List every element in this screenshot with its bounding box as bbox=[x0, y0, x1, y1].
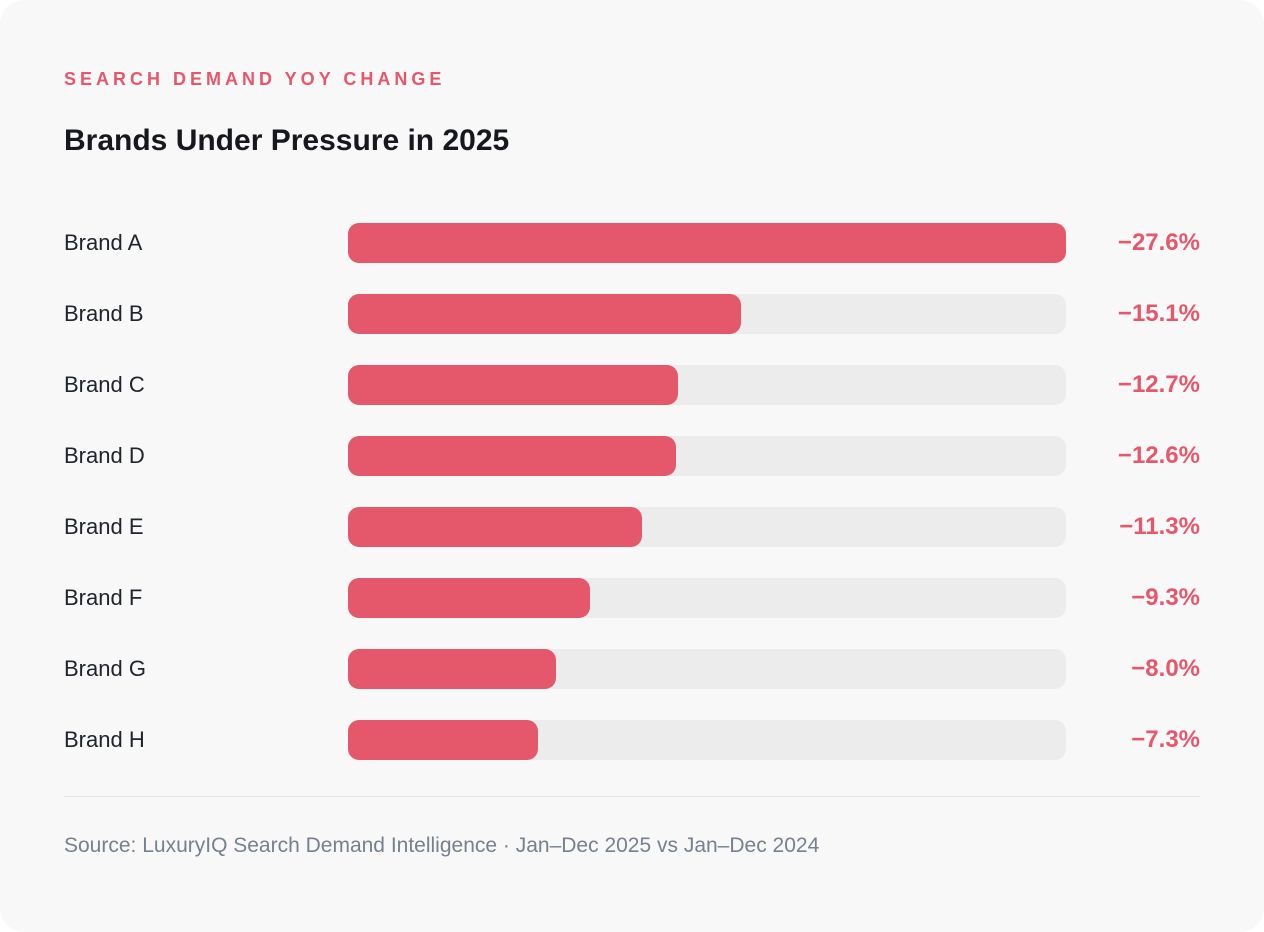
bar-category-label: Brand H bbox=[64, 726, 145, 752]
bar-value-label: −12.6% bbox=[1117, 441, 1200, 469]
bar-row: Brand E −11.3% bbox=[64, 506, 1200, 547]
bar-fill bbox=[348, 222, 1066, 263]
bar-track bbox=[348, 293, 1066, 334]
bar-row: Brand B −15.1% bbox=[64, 293, 1200, 334]
chart-title: Brands Under Pressure in 2025 bbox=[64, 123, 510, 157]
bar-track bbox=[348, 719, 1066, 760]
bar-category-label: Brand A bbox=[64, 229, 143, 255]
bar-value-label: −8.0% bbox=[1131, 654, 1200, 682]
bar-category-label: Brand G bbox=[64, 655, 146, 681]
bar-row: Brand F −9.3% bbox=[64, 577, 1200, 618]
bar-value-label: −7.3% bbox=[1131, 725, 1200, 753]
bar-category-label: Brand E bbox=[64, 513, 144, 539]
bar-fill bbox=[348, 435, 676, 476]
bar-category-label: Brand C bbox=[64, 371, 145, 397]
bar-fill bbox=[348, 719, 538, 760]
bar-row: Brand C −12.7% bbox=[64, 364, 1200, 405]
bar-track bbox=[348, 222, 1066, 263]
bar-row: Brand D −12.6% bbox=[64, 435, 1200, 476]
bar-category-label: Brand B bbox=[64, 300, 144, 326]
bar-fill bbox=[348, 577, 590, 618]
bar-row: Brand H −7.3% bbox=[64, 719, 1200, 760]
bar-track bbox=[348, 577, 1066, 618]
source-note: Source: LuxuryIQ Search Demand Intellige… bbox=[64, 833, 820, 857]
chart-kicker: SEARCH DEMAND YOY CHANGE bbox=[64, 69, 446, 89]
bar-value-label: −15.1% bbox=[1117, 299, 1200, 327]
bar-value-label: −9.3% bbox=[1131, 583, 1200, 611]
bar-fill bbox=[348, 364, 679, 405]
bar-row: Brand A −27.6% bbox=[64, 222, 1200, 263]
bar-track bbox=[348, 648, 1066, 689]
bar-category-label: Brand F bbox=[64, 584, 143, 610]
bar-value-label: −11.3% bbox=[1119, 512, 1200, 540]
bar-row: Brand G −8.0% bbox=[64, 648, 1200, 689]
bar-fill bbox=[348, 506, 642, 547]
bar-track bbox=[348, 506, 1066, 547]
divider bbox=[64, 795, 1200, 797]
bar-category-label: Brand D bbox=[64, 442, 145, 468]
bar-track bbox=[348, 364, 1066, 405]
bar-value-label: −12.7% bbox=[1117, 370, 1200, 398]
bar-track bbox=[348, 435, 1066, 476]
bar-fill bbox=[348, 648, 557, 689]
bar-chart: Brand A −27.6% Brand B −15.1% Brand C −1… bbox=[64, 222, 1200, 760]
bar-value-label: −27.6% bbox=[1117, 228, 1200, 256]
bar-fill bbox=[348, 293, 741, 334]
